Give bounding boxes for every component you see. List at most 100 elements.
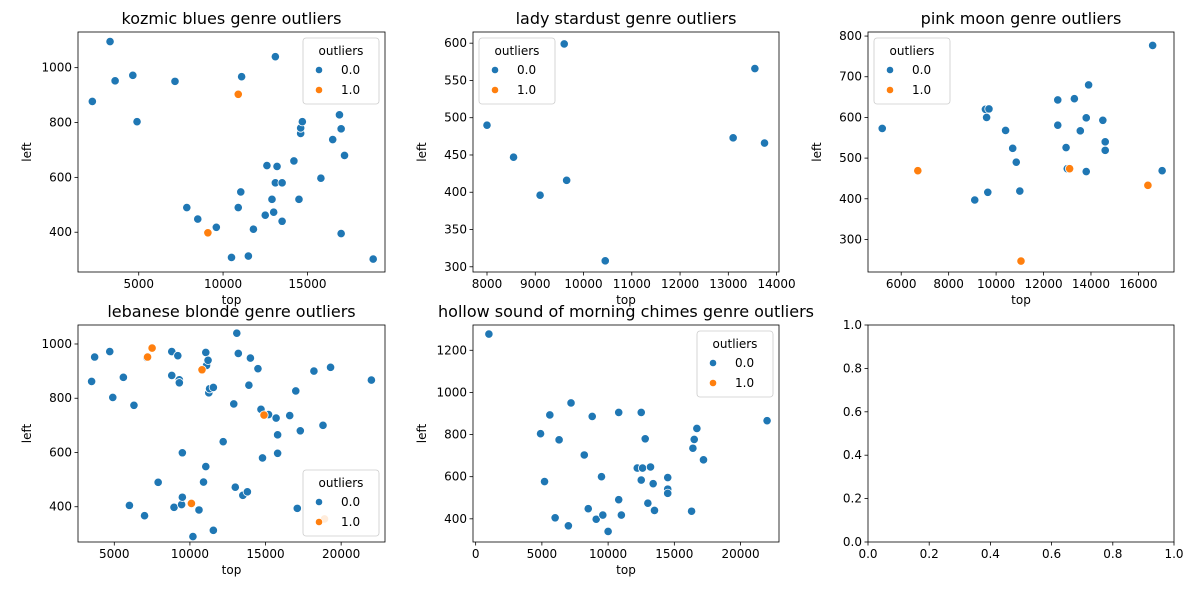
data-point bbox=[1100, 145, 1110, 155]
y-tick-label: 700 bbox=[839, 70, 862, 84]
data-point bbox=[562, 175, 572, 185]
x-tick-label: 11000 bbox=[613, 277, 651, 291]
y-tick-label: 500 bbox=[444, 111, 467, 125]
data-point bbox=[269, 207, 279, 217]
y-axis-label: left bbox=[20, 142, 34, 162]
x-tick-label: 0 bbox=[472, 547, 480, 561]
y-tick-label: 0.8 bbox=[843, 361, 862, 375]
data-point bbox=[334, 110, 345, 120]
x-tick-label: 10000 bbox=[171, 547, 209, 561]
y-tick-label: 500 bbox=[839, 151, 862, 165]
data-point bbox=[1008, 143, 1018, 153]
data-point bbox=[289, 156, 299, 166]
axes-frame bbox=[77, 31, 386, 273]
legend-marker bbox=[491, 66, 499, 74]
data-point bbox=[686, 506, 697, 516]
x-tick-label: 10000 bbox=[564, 277, 602, 291]
data-point bbox=[728, 133, 738, 143]
y-axis-label: left bbox=[810, 142, 824, 162]
x-tick-label: 0.2 bbox=[920, 547, 939, 561]
data-point bbox=[579, 450, 589, 460]
data-point bbox=[139, 511, 150, 521]
legend-marker bbox=[315, 66, 323, 74]
data-point bbox=[339, 150, 350, 161]
x-tick-label: 0.8 bbox=[1103, 547, 1122, 561]
data-point bbox=[294, 194, 304, 204]
axes-frame bbox=[472, 324, 780, 543]
x-axis-label: top bbox=[222, 563, 242, 577]
legend: outliers 0.0 1.0 bbox=[873, 37, 951, 105]
data-point bbox=[984, 104, 994, 114]
data-point bbox=[689, 434, 699, 444]
x-axis-label: top bbox=[616, 563, 636, 577]
x-tick-label: 12000 bbox=[1024, 277, 1062, 291]
data-point bbox=[637, 463, 648, 473]
data-point bbox=[236, 187, 246, 197]
data-point bbox=[174, 378, 184, 388]
subplot-4: 5000 10000 15000 20000 400 600 800 1000 lebanese… bbox=[20, 302, 386, 577]
data-point bbox=[1065, 164, 1075, 174]
data-point bbox=[262, 160, 272, 171]
legend-title: outliers bbox=[713, 337, 758, 351]
y-tick-label: 800 bbox=[444, 428, 467, 442]
x-tick-label: 15000 bbox=[655, 547, 693, 561]
data-point bbox=[1053, 120, 1063, 130]
legend: outliers 0.0 1.0 bbox=[696, 330, 774, 398]
data-point bbox=[591, 514, 601, 524]
data-point bbox=[1143, 180, 1153, 190]
legend-title: outliers bbox=[319, 44, 364, 58]
series-1.0 bbox=[142, 343, 330, 524]
legend-label: 0.0 bbox=[341, 495, 360, 509]
y-tick-label: 600 bbox=[49, 170, 72, 184]
chart-title: hollow sound of morning chimes genre out… bbox=[438, 302, 814, 321]
data-point bbox=[762, 416, 772, 426]
data-point bbox=[645, 462, 656, 472]
legend-label: 1.0 bbox=[912, 83, 931, 97]
data-point bbox=[198, 477, 209, 487]
data-point bbox=[271, 413, 281, 423]
data-point bbox=[87, 96, 97, 106]
y-axis-label: left bbox=[20, 423, 34, 443]
data-point bbox=[244, 380, 254, 390]
data-point bbox=[750, 63, 760, 74]
data-point bbox=[1053, 95, 1063, 105]
data-point bbox=[508, 152, 519, 162]
data-point bbox=[118, 372, 128, 382]
data-point bbox=[242, 487, 252, 497]
legend-box bbox=[478, 37, 556, 105]
legend-box bbox=[696, 330, 774, 398]
y-tick-label: 1000 bbox=[41, 337, 72, 351]
x-tick-label: 20000 bbox=[721, 547, 759, 561]
data-point bbox=[1016, 256, 1026, 266]
data-point bbox=[559, 39, 569, 49]
data-point bbox=[257, 453, 268, 463]
x-tick-label: 0.4 bbox=[981, 547, 1000, 561]
y-tick-label: 400 bbox=[444, 512, 467, 526]
data-point bbox=[336, 124, 346, 134]
x-tick-label: 10000 bbox=[204, 277, 242, 291]
x-tick-label: 5000 bbox=[99, 547, 130, 561]
data-point bbox=[1061, 142, 1071, 153]
data-point bbox=[208, 525, 218, 535]
data-point bbox=[1098, 115, 1108, 125]
data-point bbox=[297, 117, 307, 127]
data-point bbox=[640, 434, 650, 444]
data-point bbox=[614, 495, 624, 505]
data-point bbox=[1148, 40, 1158, 51]
data-point bbox=[277, 216, 287, 226]
y-tick-label: 800 bbox=[839, 29, 862, 43]
x-tick-label: 20000 bbox=[322, 547, 360, 561]
data-point bbox=[194, 505, 204, 515]
legend: outliers 0.0 1.0 bbox=[302, 469, 380, 537]
data-point bbox=[237, 72, 247, 82]
y-tick-label: 0.6 bbox=[843, 405, 862, 419]
data-point bbox=[233, 89, 243, 99]
data-point bbox=[291, 386, 301, 396]
legend: outliers 0.0 1.0 bbox=[478, 37, 556, 105]
data-point bbox=[688, 443, 698, 453]
x-tick-label: 14000 bbox=[757, 277, 795, 291]
data-point bbox=[270, 52, 280, 62]
data-point bbox=[1069, 94, 1079, 104]
data-point bbox=[128, 70, 138, 80]
data-point bbox=[1075, 126, 1085, 136]
